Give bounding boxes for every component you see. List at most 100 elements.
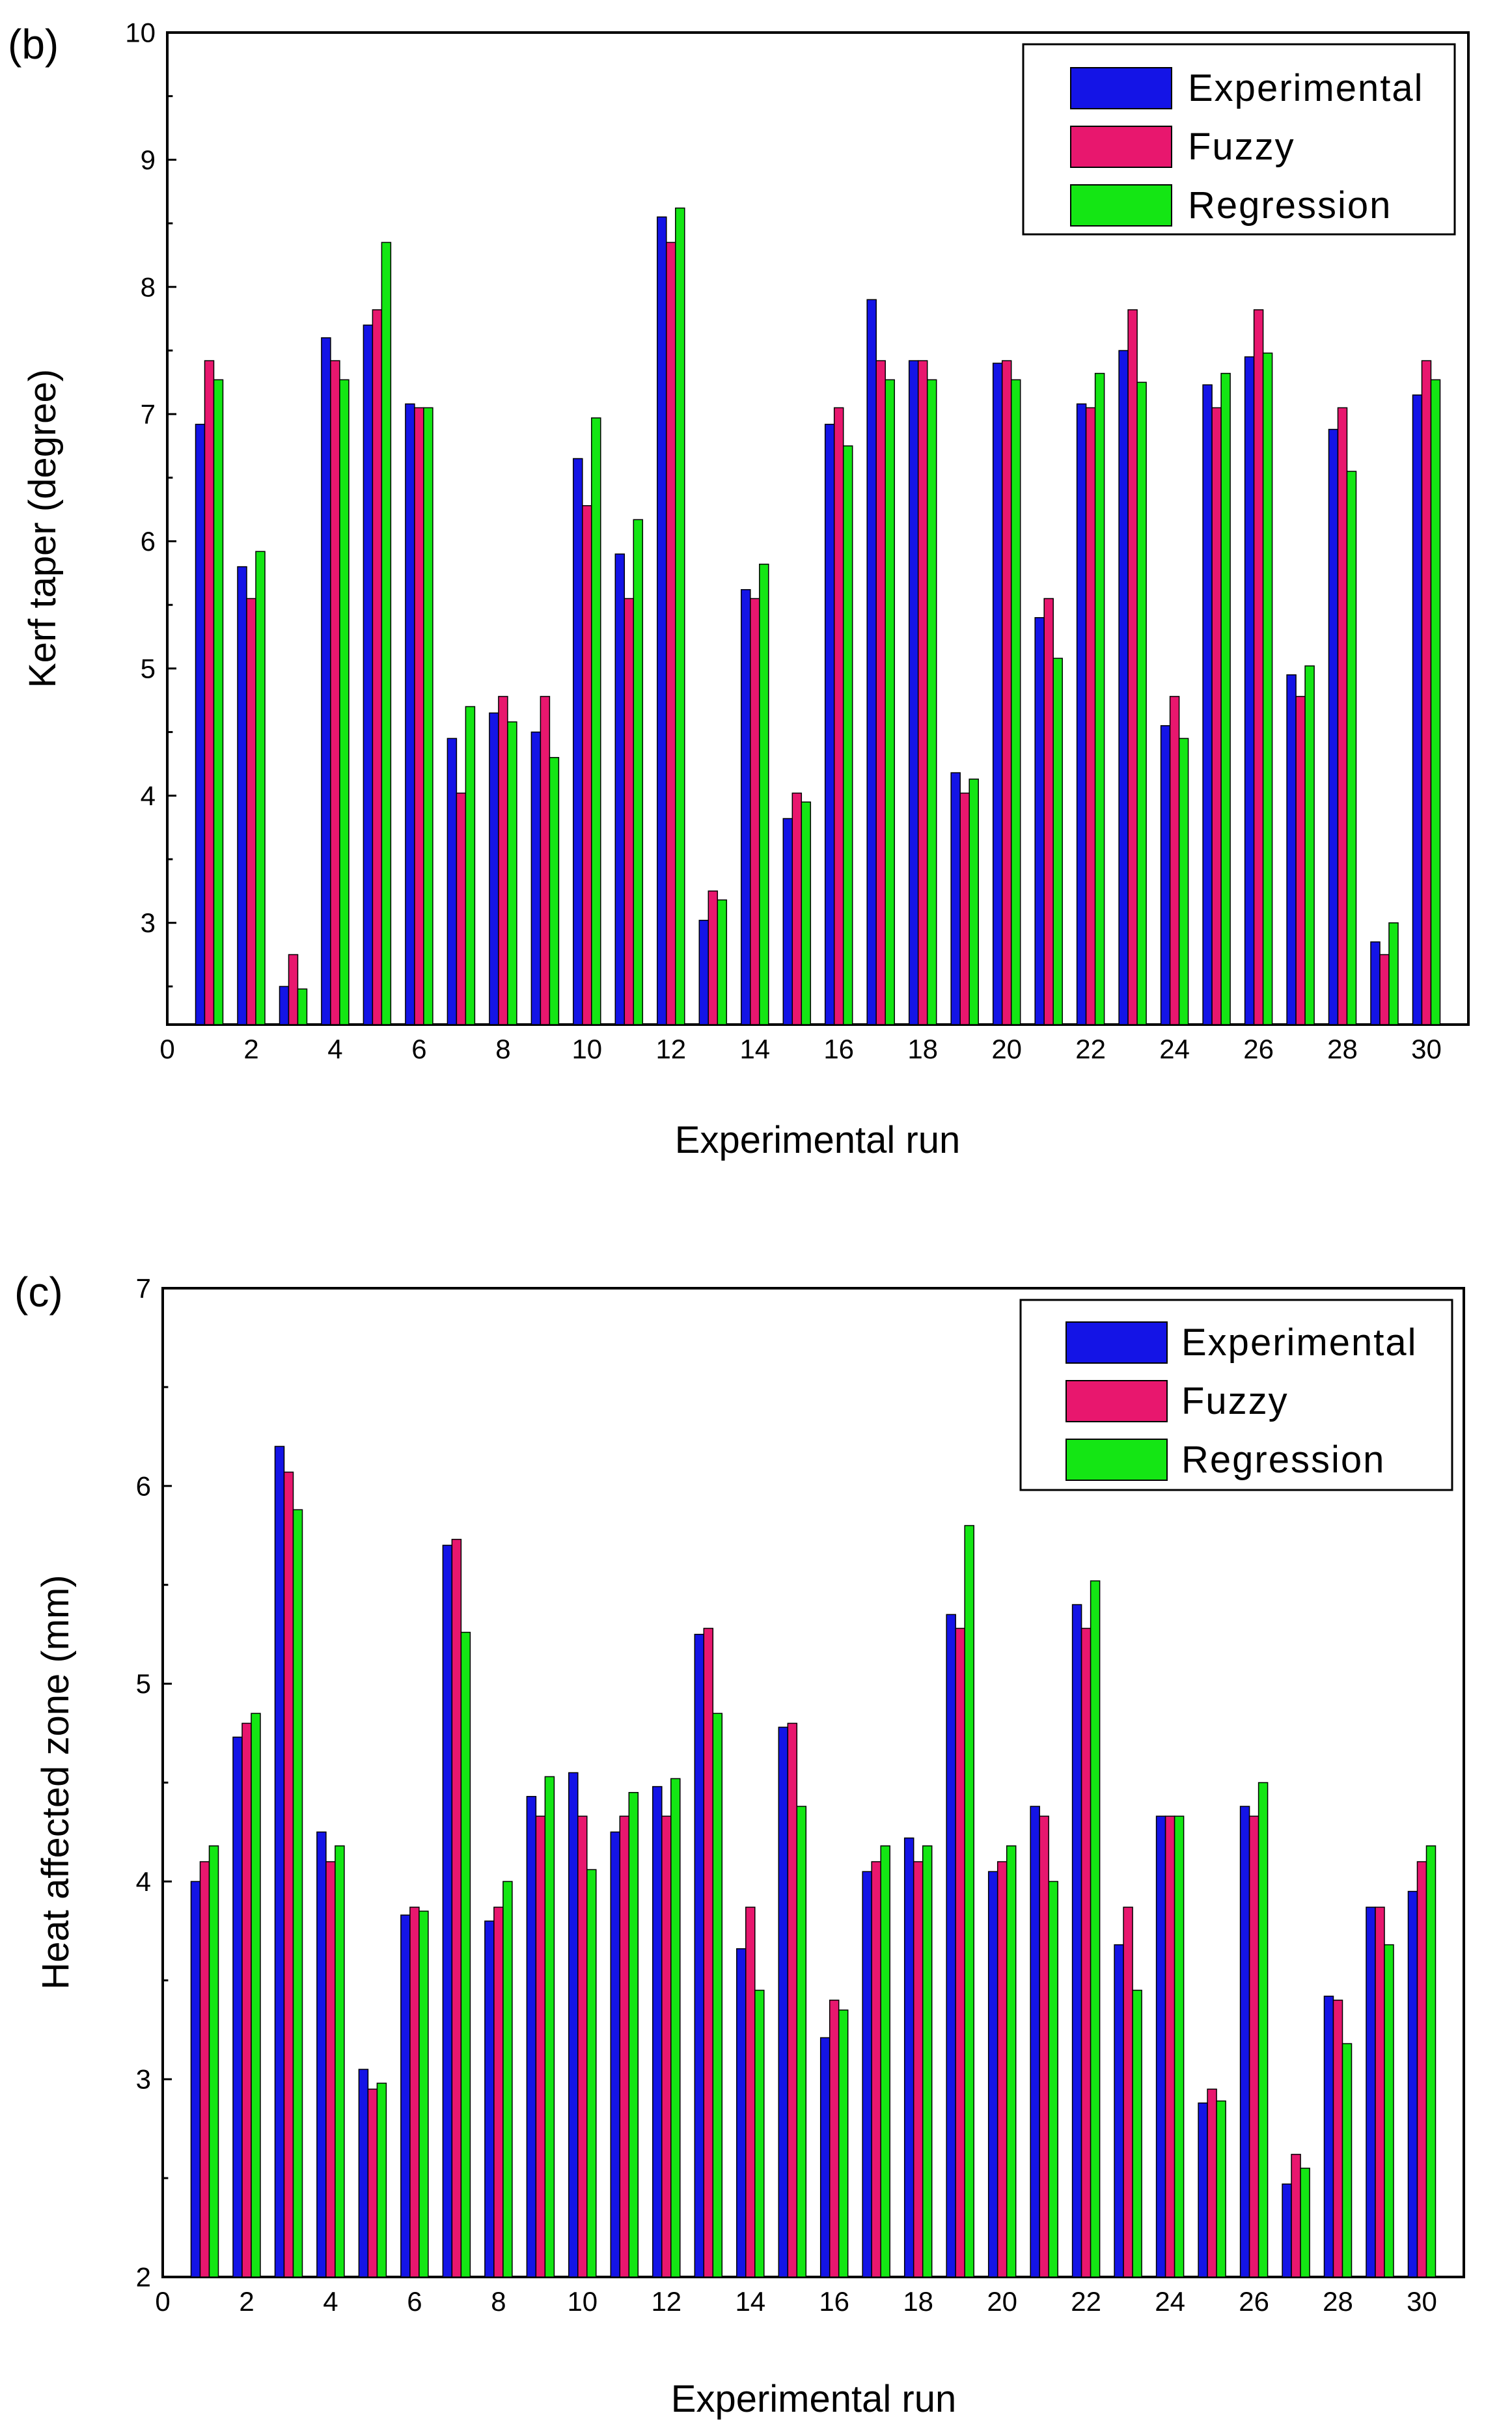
legend-swatch-regression <box>1065 1439 1168 1481</box>
x-tick-label: 0 <box>159 1034 174 1064</box>
bar-experimental-run-13 <box>698 920 709 1025</box>
bar-experimental-run-6 <box>405 403 415 1025</box>
y-tick-label: 2 <box>136 2262 151 2293</box>
bar-fuzzy-run-21 <box>1043 598 1054 1025</box>
x-tick-label: 12 <box>655 1034 686 1064</box>
bar-experimental-run-16 <box>819 2037 831 2278</box>
bar-regression-run-27 <box>1304 665 1315 1025</box>
x-tick-label: 6 <box>407 2286 422 2317</box>
legend: Experimental Fuzzy Regression <box>1019 1299 1453 1491</box>
bar-experimental-run-26 <box>1244 356 1255 1025</box>
bar-regression-run-25 <box>1216 2100 1226 2278</box>
bar-regression-run-17 <box>880 1845 890 2278</box>
x-tick-label: 2 <box>243 1034 258 1064</box>
bar-fuzzy-run-17 <box>875 360 886 1025</box>
y-tick-label: 7 <box>141 399 156 430</box>
bar-experimental-run-16 <box>824 424 835 1025</box>
x-tick-label: 30 <box>1411 1034 1442 1064</box>
x-tick-label: 14 <box>739 1034 770 1064</box>
bar-fuzzy-run-13 <box>708 890 719 1025</box>
bar-group <box>195 207 1441 1025</box>
x-tick-label: 20 <box>991 1034 1022 1064</box>
bar-regression-run-4 <box>335 1845 345 2278</box>
bar-experimental-run-10 <box>573 458 583 1025</box>
x-tick-label: 4 <box>327 1034 342 1064</box>
bar-regression-run-25 <box>1220 372 1231 1025</box>
bar-experimental-run-3 <box>279 986 290 1025</box>
bar-fuzzy-run-1 <box>204 360 215 1025</box>
bar-regression-run-19 <box>964 1524 974 2278</box>
bar-experimental-run-17 <box>862 1871 872 2278</box>
bar-experimental-run-25 <box>1198 2102 1208 2278</box>
bar-fuzzy-run-18 <box>913 1861 924 2278</box>
bar-fuzzy-run-25 <box>1211 407 1222 1025</box>
bar-fuzzy-run-12 <box>661 1815 672 2278</box>
bar-experimental-run-2 <box>232 1736 243 2278</box>
bar-regression-run-21 <box>1052 657 1063 1025</box>
bar-experimental-run-28 <box>1323 1995 1334 2278</box>
bar-regression-run-13 <box>717 899 728 1025</box>
bar-regression-run-24 <box>1174 1815 1185 2278</box>
bar-fuzzy-run-29 <box>1375 1907 1385 2278</box>
x-tick-label: 18 <box>903 2286 933 2317</box>
bar-experimental-run-20 <box>992 363 1003 1025</box>
bar-regression-run-8 <box>502 1881 513 2278</box>
x-tick-label: 8 <box>495 1034 510 1064</box>
bar-fuzzy-run-26 <box>1253 309 1264 1025</box>
x-tick-label: 16 <box>823 1034 854 1064</box>
bar-fuzzy-run-18 <box>917 360 928 1025</box>
bar-regression-run-16 <box>838 2009 849 2278</box>
x-tick-label: 26 <box>1239 2286 1269 2317</box>
bar-regression-run-27 <box>1300 2168 1310 2278</box>
x-tick-label: 18 <box>907 1034 938 1064</box>
bar-fuzzy-run-20 <box>997 1861 1008 2278</box>
bar-fuzzy-run-23 <box>1123 1907 1133 2278</box>
bar-fuzzy-run-16 <box>833 407 844 1025</box>
bar-regression-run-23 <box>1132 1989 1142 2278</box>
bar-regression-run-16 <box>842 445 853 1025</box>
bar-fuzzy-run-4 <box>330 360 340 1025</box>
y-tick-label: 3 <box>141 907 156 938</box>
bar-experimental-run-26 <box>1239 1806 1250 2278</box>
bar-experimental-run-19 <box>946 1614 956 2278</box>
bar-regression-run-10 <box>591 417 601 1025</box>
bar-fuzzy-run-30 <box>1416 1861 1427 2278</box>
bar-experimental-run-14 <box>741 589 751 1025</box>
legend-swatch-regression <box>1070 184 1172 227</box>
bar-experimental-run-25 <box>1202 384 1213 1025</box>
y-axis-title: Kerf taper (degree) <box>21 369 64 688</box>
bar-regression-run-12 <box>670 1778 681 2278</box>
bar-experimental-run-24 <box>1160 725 1171 1025</box>
x-tick-label: 10 <box>571 1034 602 1064</box>
bar-experimental-run-3 <box>274 1446 285 2278</box>
y-tick-label: 4 <box>141 780 156 811</box>
x-tick-label: 22 <box>1075 1034 1106 1064</box>
bar-fuzzy-run-23 <box>1127 309 1138 1025</box>
bar-experimental-run-23 <box>1114 1944 1124 2278</box>
bar-fuzzy-run-27 <box>1295 696 1306 1025</box>
y-tick-label: 6 <box>136 1470 151 1501</box>
bar-regression-run-1 <box>213 379 224 1025</box>
bar-fuzzy-run-24 <box>1169 696 1180 1025</box>
heat-affected-zone-panel: (c) 0 2 4 6 8 10 12 14 16 18 20 22 24 26… <box>14 1269 1465 2420</box>
bar-fuzzy-run-22 <box>1085 407 1096 1025</box>
bar-regression-run-28 <box>1346 471 1357 1025</box>
bar-regression-run-6 <box>419 1911 429 2278</box>
bar-fuzzy-run-19 <box>955 1627 965 2278</box>
bar-regression-run-7 <box>460 1631 471 2278</box>
bar-fuzzy-run-6 <box>409 1907 420 2278</box>
bar-experimental-run-27 <box>1282 2183 1292 2278</box>
x-tick-label: 26 <box>1243 1034 1274 1064</box>
bar-regression-run-30 <box>1430 379 1441 1025</box>
bar-fuzzy-run-14 <box>750 598 760 1025</box>
bar-fuzzy-run-15 <box>791 792 803 1025</box>
bar-regression-run-18 <box>926 379 937 1025</box>
x-tick-label: 24 <box>1159 1034 1190 1064</box>
bar-fuzzy-run-19 <box>959 792 970 1025</box>
x-tick-label: 28 <box>1323 2286 1353 2317</box>
bar-fuzzy-run-27 <box>1291 2153 1301 2278</box>
legend-swatch-fuzzy <box>1070 126 1172 168</box>
bar-regression-run-9 <box>544 1776 555 2278</box>
y-tick-label: 3 <box>136 2064 151 2095</box>
